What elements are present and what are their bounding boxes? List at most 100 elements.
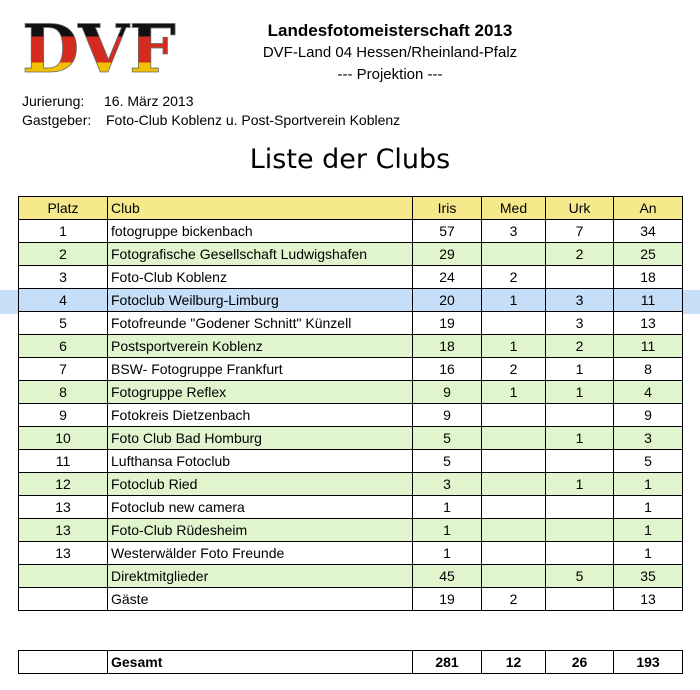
- cell-club: Foto-Club Rüdesheim: [107, 518, 413, 542]
- cell-iris: 57: [412, 219, 482, 243]
- cell-platz: 9: [18, 403, 108, 427]
- cell-platz: [18, 587, 108, 611]
- cell-club: Foto-Club Koblenz: [107, 265, 413, 289]
- cell-club: Fotoclub Ried: [107, 472, 413, 496]
- competition-region: DVF-Land 04 Hessen/Rheinland-Pfalz: [262, 44, 518, 61]
- host-label: Gastgeber:: [22, 112, 92, 128]
- cell-platz: 13: [18, 541, 108, 565]
- cell-an: 11: [613, 288, 683, 312]
- cell-iris: 5: [412, 426, 482, 450]
- cell-platz: 12: [18, 472, 108, 496]
- cell-club: Postsportverein Koblenz: [107, 334, 413, 358]
- host-value: Foto-Club Koblenz u. Post-Sportverein Ko…: [106, 112, 401, 128]
- cell-urk: 2: [545, 242, 614, 266]
- table-row: 13 Fotoclub new camera 1 1: [18, 495, 683, 519]
- cell-club: Fotogruppe Reflex: [107, 380, 413, 404]
- cell-iris: 19: [412, 311, 482, 335]
- cell-an: 8: [613, 357, 683, 381]
- cell-urk: 2: [545, 334, 614, 358]
- cell-an: 13: [613, 587, 683, 611]
- total-table: Gesamt 281 12 26 193: [18, 650, 683, 674]
- cell-platz: 1: [18, 219, 108, 243]
- cell-med: [481, 541, 546, 565]
- table-row: 1 fotogruppe bickenbach 57 3 7 34: [18, 219, 683, 243]
- cell-platz: 8: [18, 380, 108, 404]
- cell-med: [481, 495, 546, 519]
- cell-med: [481, 518, 546, 542]
- cell-urk: 1: [545, 357, 614, 381]
- cell-platz: 10: [18, 426, 108, 450]
- cell-club: Gäste: [107, 587, 413, 611]
- cell-urk: [545, 403, 614, 427]
- jury-label: Jurierung:: [22, 93, 85, 109]
- cell-med: 1: [481, 380, 546, 404]
- column-header-platz: Platz: [18, 196, 108, 220]
- cell-platz: 13: [18, 518, 108, 542]
- cell-iris: 3: [412, 472, 482, 496]
- cell-med: 1: [481, 288, 546, 312]
- logo-text: DVF: [22, 14, 176, 78]
- cell-med: [481, 564, 546, 588]
- cell-iris: 1: [412, 518, 482, 542]
- cell-urk: 1: [545, 380, 614, 404]
- cell-urk: [545, 587, 614, 611]
- cell-platz: 6: [18, 334, 108, 358]
- cell-urk: [545, 518, 614, 542]
- cell-med: 2: [481, 587, 546, 611]
- cell-iris: 1: [412, 495, 482, 519]
- jury-date: 16. März 2013: [104, 93, 194, 109]
- table-row: 5 Fotofreunde "Godener Schnitt" Künzell 19…: [18, 311, 683, 335]
- column-header-an: An: [613, 196, 683, 220]
- cell-an: 11: [613, 334, 683, 358]
- table-row: 2 Fotografische Gesellschaft Ludwigshafen…: [18, 242, 683, 266]
- cell-iris: 1: [412, 541, 482, 565]
- cell-an: 9: [613, 403, 683, 427]
- cell-club: Westerwälder Foto Freunde: [107, 541, 413, 565]
- cell-urk: [545, 449, 614, 473]
- cell-platz: 11: [18, 449, 108, 473]
- cell-med: 1: [481, 334, 546, 358]
- cell-urk: 3: [545, 288, 614, 312]
- cell-an: 3: [613, 426, 683, 450]
- cell-an: 13: [613, 311, 683, 335]
- total-med: 12: [481, 650, 546, 674]
- column-header-iris: Iris: [412, 196, 482, 220]
- table-row: 9 Fotokreis Dietzenbach 9 9: [18, 403, 683, 427]
- cell-club: Fotografische Gesellschaft Ludwigshafen: [107, 242, 413, 266]
- page-title: Liste der Clubs: [249, 144, 451, 175]
- cell-club: Fotokreis Dietzenbach: [107, 403, 413, 427]
- cell-an: 1: [613, 495, 683, 519]
- total-platz-cell: [18, 650, 108, 674]
- cell-med: 2: [481, 265, 546, 289]
- cell-iris: 18: [412, 334, 482, 358]
- cell-an: 1: [613, 472, 683, 496]
- cell-club: Foto Club Bad Homburg: [107, 426, 413, 450]
- cell-urk: 1: [545, 472, 614, 496]
- competition-title: Landesfotomeisterschaft 2013: [267, 21, 513, 40]
- cell-iris: 24: [412, 265, 482, 289]
- cell-platz: 2: [18, 242, 108, 266]
- cell-platz: 5: [18, 311, 108, 335]
- cell-an: 25: [613, 242, 683, 266]
- cell-med: [481, 311, 546, 335]
- cell-an: 1: [613, 541, 683, 565]
- cell-platz: [18, 564, 108, 588]
- column-header-urk: Urk: [545, 196, 614, 220]
- table-header-row: Platz Club Iris Med Urk An: [18, 196, 683, 220]
- table-row: Direktmitglieder 45 5 35: [18, 564, 683, 588]
- cell-urk: [545, 541, 614, 565]
- cell-med: [481, 403, 546, 427]
- cell-platz: 4: [18, 288, 108, 312]
- cell-club: Lufthansa Fotoclub: [107, 449, 413, 473]
- column-header-med: Med: [481, 196, 546, 220]
- cell-an: 18: [613, 265, 683, 289]
- cell-urk: [545, 495, 614, 519]
- cell-urk: 3: [545, 311, 614, 335]
- clubs-table: Platz Club Iris Med Urk An 1 fotogruppe bickenb…: [18, 196, 683, 611]
- cell-med: [481, 426, 546, 450]
- cell-med: 2: [481, 357, 546, 381]
- cell-an: 1: [613, 518, 683, 542]
- cell-med: [481, 449, 546, 473]
- cell-club: Fotofreunde "Godener Schnitt" Künzell: [107, 311, 413, 335]
- table-row: 11 Lufthansa Fotoclub 5 5: [18, 449, 683, 473]
